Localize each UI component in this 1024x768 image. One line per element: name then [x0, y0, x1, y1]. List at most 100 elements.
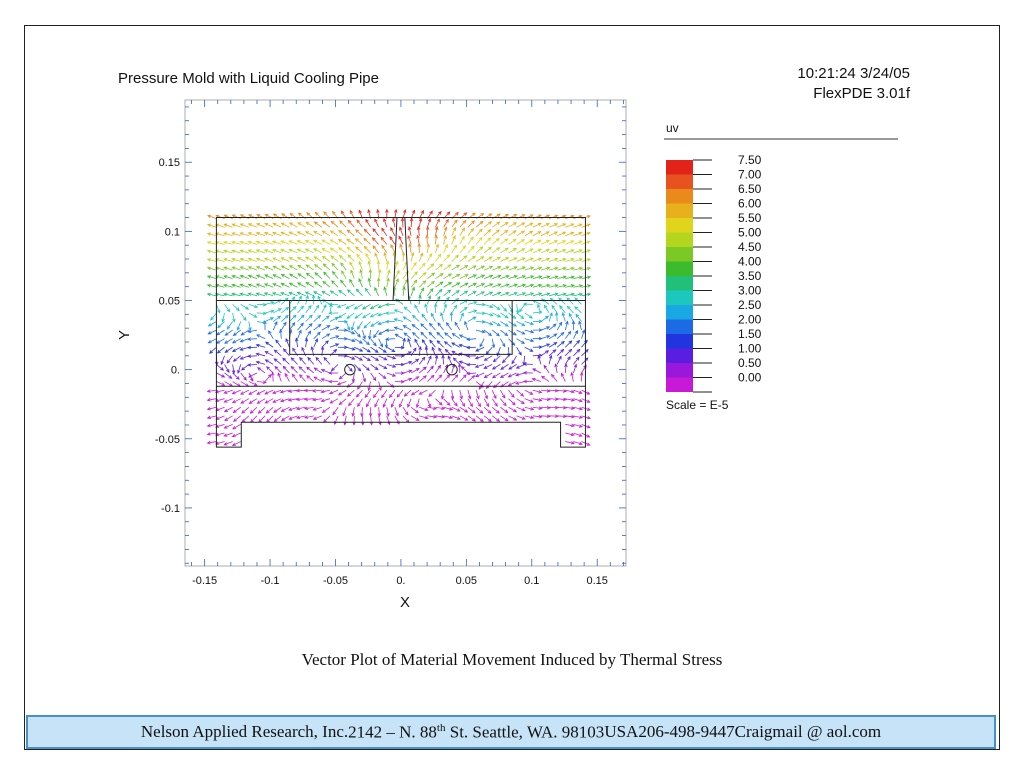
vector-arrow: [289, 314, 297, 322]
vector-arrow: [280, 398, 290, 402]
vector-arrowhead: [235, 307, 240, 312]
vector-arrowhead: [232, 358, 237, 362]
vector-arrow: [549, 398, 559, 400]
vector-arrowhead: [317, 323, 322, 328]
vector-arrow: [256, 283, 266, 288]
vector-arrow: [215, 398, 225, 402]
vector-arrow: [207, 389, 217, 392]
vector-arrowhead: [222, 292, 228, 297]
vector-arrowhead: [272, 222, 277, 227]
vector-arrow: [435, 281, 444, 288]
vector-arrow: [305, 323, 313, 331]
vector-arrowhead: [214, 283, 220, 288]
vector-arrowhead: [241, 366, 245, 371]
vector-arrowhead: [552, 323, 557, 328]
vector-arrow: [483, 229, 491, 237]
vector-arrowhead: [428, 252, 433, 257]
vector-arrowhead: [538, 390, 543, 394]
vector-arrow: [537, 304, 542, 314]
vector-arrow: [411, 324, 420, 331]
vector-arrow: [305, 338, 308, 348]
vector-arrowhead: [226, 325, 231, 330]
vector-arrow: [573, 293, 583, 297]
vector-arrow: [557, 258, 566, 262]
vector-arrowhead: [474, 364, 479, 368]
vector-arrowhead: [357, 403, 361, 408]
vector-arrowhead: [223, 275, 228, 279]
vector-arrow: [428, 389, 436, 397]
chart-title: Pressure Mold with Liquid Cooling Pipe: [118, 70, 379, 87]
legend-swatch: [666, 160, 693, 175]
vector-arrow: [451, 406, 461, 412]
vector-arrowhead: [464, 265, 469, 269]
vector-arrowhead: [335, 335, 340, 339]
vector-arrow: [241, 415, 250, 423]
vector-arrowhead: [305, 264, 310, 268]
vector-arrow: [556, 356, 562, 365]
vector-arrow: [573, 340, 580, 348]
vector-arrow: [412, 332, 420, 339]
vector-arrow: [404, 389, 412, 397]
vector-arrowhead: [303, 397, 308, 401]
vector-arrowhead: [436, 218, 440, 223]
vector-arrow: [516, 239, 525, 245]
vector-arrowhead: [492, 358, 497, 363]
vector-arrowhead: [421, 356, 426, 361]
vector-arrowhead: [346, 326, 351, 331]
vector-arrowhead: [320, 369, 325, 373]
vector-arrowhead: [399, 403, 403, 408]
vector-arrowhead: [529, 399, 534, 403]
vector-arrowhead: [570, 292, 575, 297]
vector-arrowhead: [306, 212, 311, 216]
vector-arrowhead: [521, 239, 526, 243]
vector-arrowhead: [434, 234, 438, 239]
vector-arrow: [248, 293, 258, 297]
vector-arrowhead: [416, 225, 421, 230]
vector-arrowhead: [402, 285, 406, 291]
vector-arrow: [223, 241, 233, 245]
vector-arrow: [581, 330, 585, 339]
vector-arrowhead: [329, 290, 334, 294]
vector-arrow: [394, 309, 404, 314]
vector-arrowhead: [563, 406, 568, 410]
vector-arrow: [412, 315, 420, 322]
vector-arrow: [346, 329, 355, 335]
vector-arrow: [272, 389, 282, 394]
vector-arrow: [215, 258, 225, 262]
vector-arrow: [557, 389, 567, 392]
vector-arrow: [274, 349, 282, 357]
vector-arrow: [272, 321, 278, 331]
vector-arrow: [483, 291, 493, 297]
vector-arrow: [232, 441, 241, 446]
vector-arrow: [483, 389, 488, 399]
vector-arrowhead: [247, 283, 252, 287]
vector-arrow: [386, 372, 396, 377]
vector-arrow: [524, 406, 534, 410]
vector-arrow: [541, 298, 550, 305]
vector-arrowhead: [346, 246, 351, 251]
vector-arrowhead: [562, 397, 568, 402]
vector-arrow: [374, 253, 380, 262]
vector-arrow: [334, 415, 339, 425]
vector-arrowhead: [332, 270, 336, 275]
vector-arrowhead: [280, 292, 285, 296]
vector-arrow: [313, 376, 323, 382]
vector-arrowhead: [366, 341, 370, 346]
vector-arrow: [281, 297, 289, 305]
vector-arrowhead: [538, 257, 543, 261]
vector-arrow: [492, 372, 501, 379]
vector-arrow: [565, 293, 575, 297]
vector-arrow: [417, 235, 420, 245]
vector-arrow: [467, 283, 477, 288]
vector-arrowhead: [270, 301, 275, 305]
vector-arrow: [329, 335, 339, 340]
vector-arrow: [305, 248, 314, 254]
vector-arrowhead: [313, 367, 318, 371]
vector-arrowhead: [310, 346, 315, 351]
vector-arrow: [256, 389, 266, 395]
vector-arrow: [475, 372, 485, 377]
vector-arrow: [467, 236, 474, 245]
vector-arrow: [565, 267, 575, 271]
vector-arrow: [475, 364, 485, 368]
vector-arrow: [248, 258, 258, 262]
